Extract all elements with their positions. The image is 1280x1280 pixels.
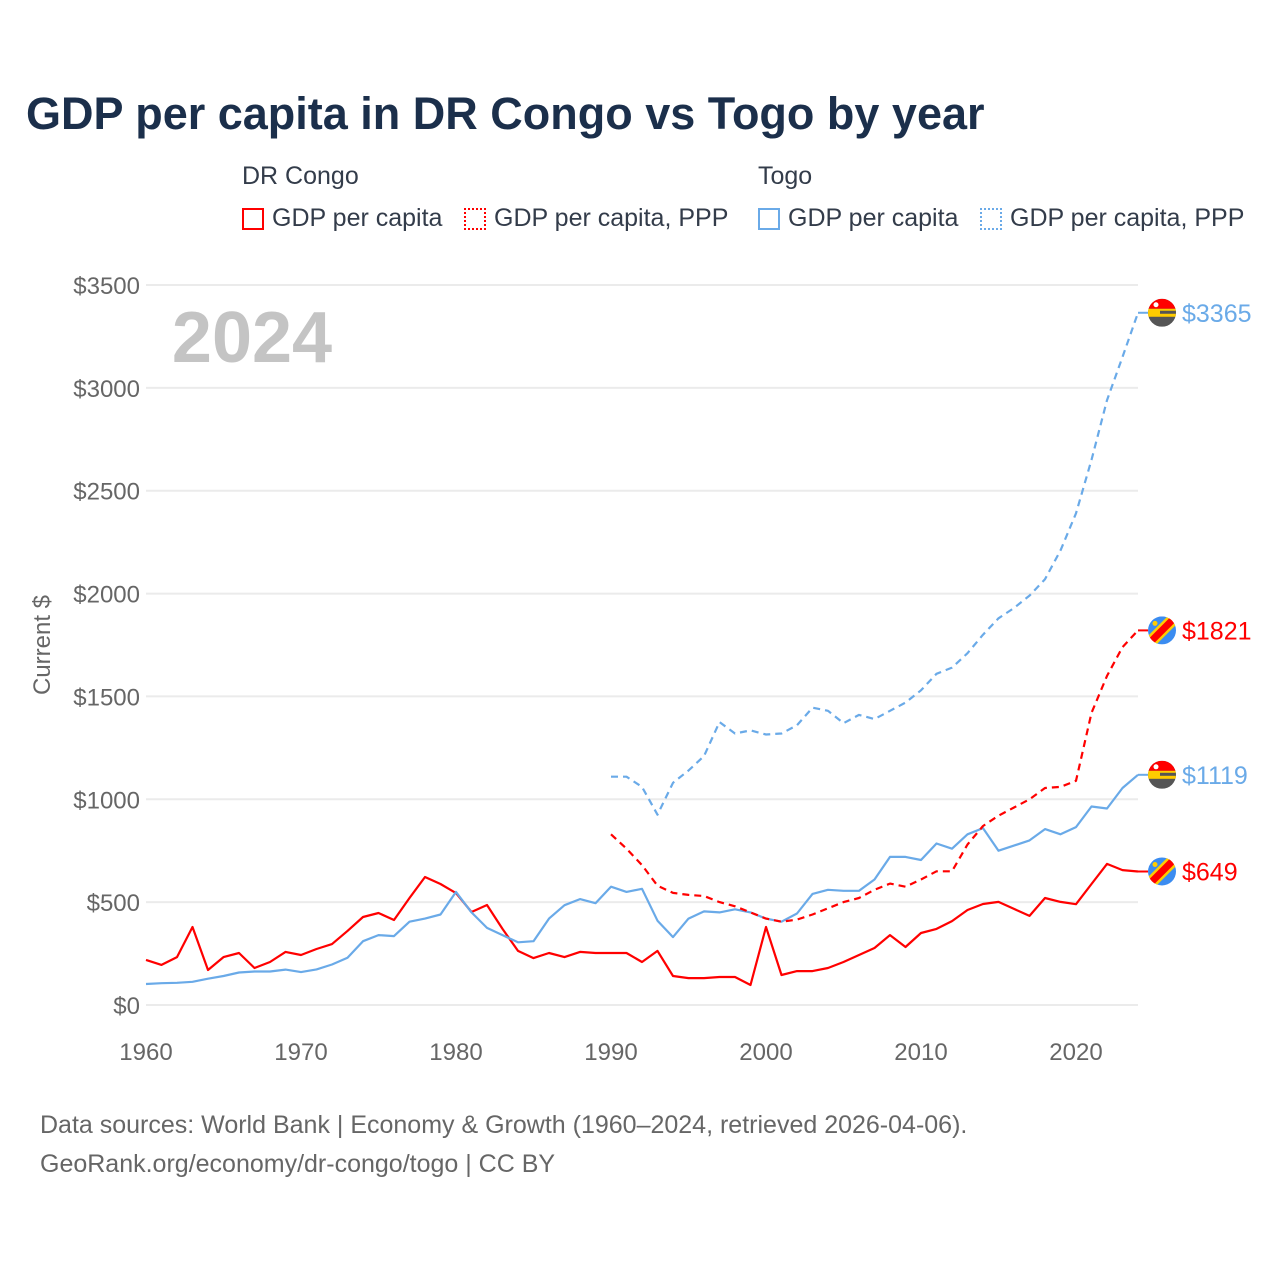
legend-label: GDP per capita <box>272 204 443 232</box>
y-axis-label: Current $ <box>29 595 56 695</box>
chart-title: GDP per capita in DR Congo vs Togo by ye… <box>26 88 985 139</box>
legend-label: GDP per capita, PPP <box>494 204 729 232</box>
end-value-label: $1821 <box>1182 617 1252 645</box>
end-value-label: $1119 <box>1182 762 1248 790</box>
y-tick-label: $3000 <box>73 376 140 403</box>
series-line-togo-gdp-per-capita-ppp <box>611 312 1140 816</box>
togo-flag-icon <box>1148 298 1176 327</box>
data-sources: Data sources: World Bank | Economy & Gro… <box>40 1111 968 1139</box>
legend-swatch-solid-blue <box>758 207 780 230</box>
x-tick-label: 2010 <box>894 1039 947 1066</box>
series-line-togo-gdp-per-capita <box>145 773 1139 986</box>
legend-swatch-dotted-red <box>464 207 486 230</box>
x-tick-label: 1990 <box>584 1039 637 1066</box>
year-watermark: 2024 <box>172 298 332 378</box>
legend-drc-gdp[interactable]: GDP per capita <box>242 204 442 233</box>
y-tick-label: $2000 <box>73 582 140 609</box>
legend-togo-gdp[interactable]: GDP per capita <box>758 204 958 233</box>
x-tick-label: 1960 <box>119 1039 172 1066</box>
legend-drc-gdp-ppp[interactable]: GDP per capita, PPP <box>464 204 728 233</box>
legend-label: GDP per capita <box>788 204 959 232</box>
legend-swatch-solid-red <box>242 207 264 230</box>
end-value-label: $3365 <box>1182 300 1252 328</box>
y-tick-label: $1500 <box>73 684 140 711</box>
plot-area: $0 $500 $1000 $1500 $2000 $2500 $3000 $3500 1960… <box>29 273 1252 1066</box>
togo-flag-icon <box>1148 760 1176 789</box>
legend-togo-gdp-ppp[interactable]: GDP per capita, PPP <box>980 204 1244 233</box>
x-tick-label: 2020 <box>1049 1039 1102 1066</box>
y-tick-label: $0 <box>113 993 140 1020</box>
legend-swatch-dotted-blue <box>980 207 1002 230</box>
x-tick-label: 2000 <box>739 1039 792 1066</box>
end-value-label: $649 <box>1182 858 1238 886</box>
series-line-dr-congo-gdp-per-capita-ppp <box>610 629 1139 923</box>
y-tick-label: $500 <box>87 890 140 917</box>
legend-group-dr-congo: DR Congo <box>242 162 359 190</box>
y-tick-label: $2500 <box>73 479 140 506</box>
y-tick-label: $3500 <box>73 273 140 300</box>
x-tick-label: 1970 <box>274 1039 327 1066</box>
y-tick-label: $1000 <box>73 787 140 814</box>
legend-group-togo: Togo <box>758 162 813 190</box>
series-line-dr-congo-gdp-per-capita <box>145 862 1139 987</box>
dr-congo-flag-icon <box>1148 616 1176 645</box>
source-link[interactable]: GeoRank.org/economy/dr-congo/togo | CC B… <box>40 1150 556 1178</box>
dr-congo-flag-icon <box>1148 857 1176 886</box>
x-tick-label: 1980 <box>429 1039 482 1066</box>
footer: Data sources: World Bank | Economy & Gro… <box>40 1106 967 1184</box>
legend-label: GDP per capita, PPP <box>1010 204 1245 232</box>
